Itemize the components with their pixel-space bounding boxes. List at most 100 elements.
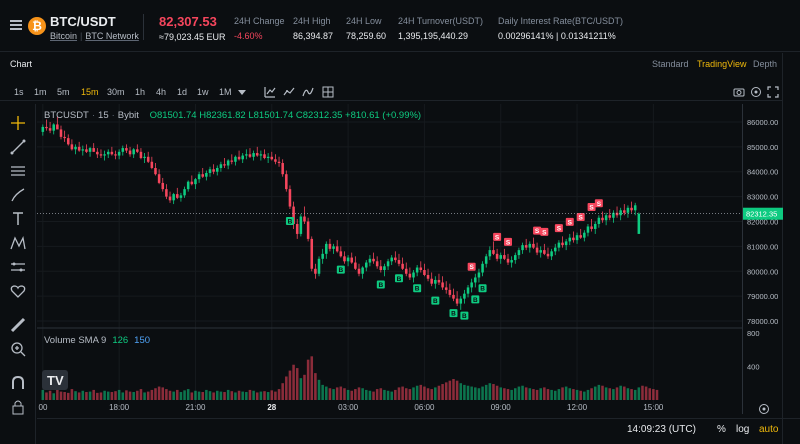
axis-settings-icon[interactable] (758, 403, 770, 415)
timeframe-1s[interactable]: 1s (14, 87, 24, 97)
timeframe-1d[interactable]: 1d (177, 87, 188, 97)
sell-marker[interactable] (467, 262, 476, 271)
candle-body (252, 153, 255, 157)
zoom-in-icon[interactable] (9, 340, 27, 358)
compare-icon[interactable] (283, 86, 295, 98)
tab-standard[interactable]: Standard (652, 59, 689, 69)
volume-bar (215, 390, 219, 400)
sell-marker[interactable] (587, 203, 596, 211)
price-tick-label: 85000.00 (747, 143, 778, 152)
timeframe-15m[interactable]: 15m (81, 87, 99, 97)
timeframe-1h[interactable]: 1h (135, 87, 146, 97)
menu-icon[interactable] (10, 20, 22, 30)
buy-marker[interactable] (431, 296, 440, 305)
percent-toggle[interactable]: % (717, 424, 726, 435)
tab-tradingview[interactable]: TradingView (697, 59, 747, 69)
candle-body (604, 215, 608, 221)
sell-marker[interactable] (594, 199, 603, 208)
candle-body (245, 154, 248, 156)
text-icon[interactable] (9, 210, 27, 228)
prediction-icon[interactable] (9, 258, 27, 276)
timeframe-4h[interactable]: 4h (156, 87, 167, 97)
candle-body (619, 210, 622, 216)
buy-marker[interactable] (285, 217, 294, 226)
volume-bar (426, 388, 430, 400)
buy-marker[interactable] (460, 311, 469, 320)
buy-marker[interactable] (376, 280, 385, 289)
sell-marker[interactable] (554, 224, 563, 233)
dropdown-caret-icon[interactable] (236, 86, 248, 98)
legend-change: +810.61 (+0.99%) (345, 110, 422, 121)
timeframe-1w[interactable]: 1w (197, 87, 209, 97)
buy-marker[interactable] (336, 265, 345, 274)
sell-marker-label: S (589, 205, 594, 212)
sell-marker-label: S (557, 226, 562, 233)
sell-marker[interactable] (576, 212, 585, 221)
time-tick-label: 18:00 (109, 403, 130, 412)
volume-bar (470, 386, 473, 400)
price-axis[interactable]: 86000.00 85000.00 84000.00 83000.00 82000.00… (742, 104, 783, 414)
buy-marker[interactable] (394, 274, 403, 283)
favorites-icon[interactable] (9, 282, 27, 300)
timeframe-1m[interactable]: 1m (34, 87, 47, 97)
volume-bar (434, 387, 437, 400)
top-bar: ₿ BTC/USDT Bitcoin | BTC Network 82,307.53… (0, 0, 800, 52)
chart-style-icon[interactable] (264, 86, 276, 98)
candle-body (172, 194, 175, 201)
buy-marker[interactable] (449, 309, 458, 318)
log-toggle[interactable]: log (736, 424, 750, 435)
crosshair-icon[interactable] (9, 114, 27, 132)
chart-grid (37, 104, 742, 404)
volume-bar (361, 388, 364, 400)
trend-line-icon[interactable] (9, 138, 27, 156)
network-link[interactable]: BTC Network (85, 31, 139, 41)
sell-marker[interactable] (540, 227, 549, 236)
buy-marker[interactable] (478, 284, 487, 293)
volume-bar (492, 384, 495, 400)
sell-marker[interactable] (493, 232, 502, 241)
candle-body (215, 167, 219, 172)
sell-marker[interactable] (504, 237, 513, 246)
legend-interval: 15 (98, 110, 109, 121)
volume-bar (357, 387, 361, 400)
candle-body (274, 159, 277, 162)
sell-marker[interactable] (565, 217, 574, 226)
stat-label: 24H Turnover(USDT) (398, 16, 484, 26)
volume-bar (608, 388, 612, 400)
auto-toggle[interactable]: auto (759, 424, 779, 435)
layout-icon[interactable] (322, 86, 334, 98)
volume-bar (263, 391, 266, 400)
volume-bar (114, 391, 117, 400)
stat-daily-interest: Daily Interest Rate(BTC/USDT) 0.00296141… (498, 16, 623, 41)
indicators-icon[interactable] (302, 86, 314, 98)
buy-marker[interactable] (471, 295, 480, 304)
lock-drawings-icon[interactable] (9, 398, 27, 416)
volume-bar (394, 389, 397, 400)
buy-marker-label: B (378, 282, 383, 289)
magnet-icon[interactable] (9, 374, 27, 392)
pattern-icon[interactable] (9, 234, 27, 252)
camera-icon[interactable] (733, 86, 745, 98)
sell-marker-label: S (542, 229, 547, 236)
volume-bar (350, 390, 354, 400)
volume-bar (612, 389, 615, 400)
volume-bar (535, 389, 539, 400)
horizontal-lines-icon[interactable] (9, 162, 27, 180)
pair-name[interactable]: BTC/USDT (50, 14, 116, 29)
timeframe-30m[interactable]: 30m (107, 87, 125, 97)
timeframe-1M[interactable]: 1M (219, 87, 232, 97)
fullscreen-icon[interactable] (767, 86, 779, 98)
settings-icon[interactable] (750, 86, 762, 98)
buy-marker[interactable] (413, 284, 422, 293)
coin-link[interactable]: Bitcoin (50, 31, 78, 41)
candle-body (459, 298, 463, 304)
brush-icon[interactable] (9, 186, 27, 204)
ruler-icon[interactable] (9, 316, 27, 334)
tab-depth[interactable]: Depth (753, 59, 778, 69)
volume-bar (136, 390, 139, 400)
sell-marker[interactable] (533, 226, 542, 235)
time-tick-label: 12:00 (567, 403, 588, 412)
timeframe-5m[interactable]: 5m (57, 87, 70, 97)
candle-body (314, 268, 317, 274)
